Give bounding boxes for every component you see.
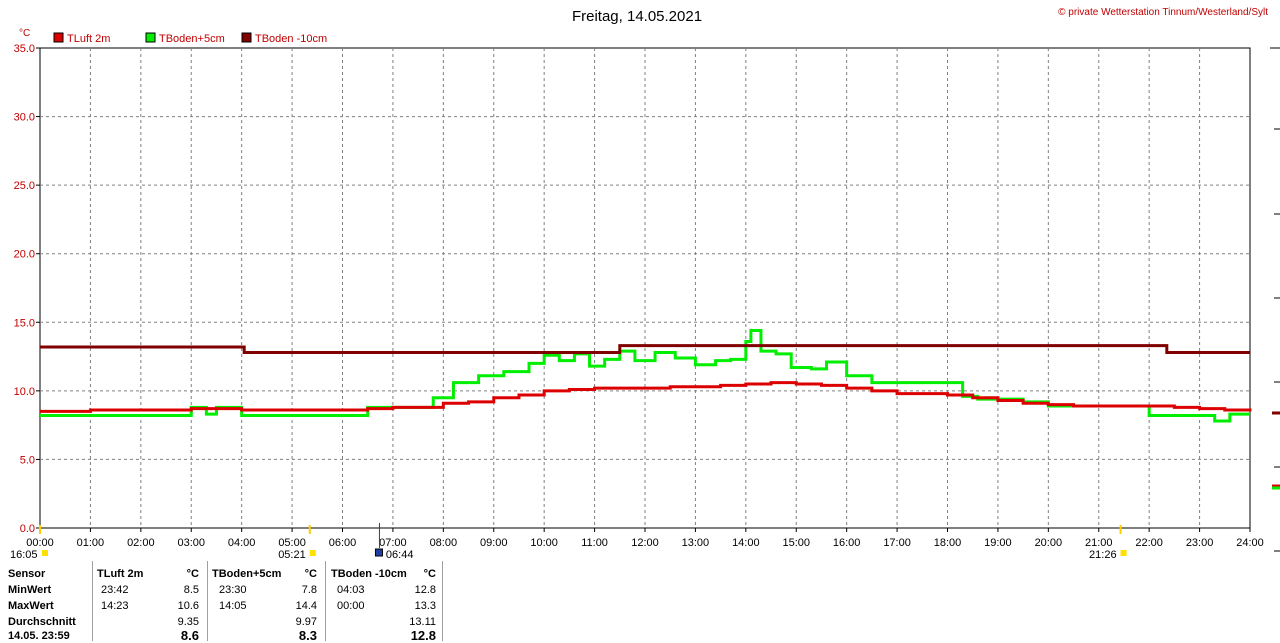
grid-lines (40, 48, 1250, 528)
sun-icon (309, 550, 316, 556)
y-tick-label: 15.0 (14, 317, 35, 329)
x-tick-label: 03:00 (177, 537, 205, 549)
x-tick-label: 02:00 (127, 537, 155, 549)
y-unit-label: °C (19, 28, 30, 39)
x-tick-label: 04:00 (228, 537, 256, 549)
y-axis: 0.0 5.0 10.0 15.0 20.0 25.0 30.0 35.0 (14, 43, 40, 535)
stats-time: 23:30 (219, 584, 247, 596)
stats-value: 9.35 (177, 616, 199, 628)
sun-event-time: 16:05 (10, 549, 38, 561)
x-tick-label: 15:00 (782, 537, 810, 549)
sun-icon (1120, 550, 1127, 556)
x-tick-label: 17:00 (883, 537, 911, 549)
x-tick-label: 09:00 (480, 537, 508, 549)
stats-time: 23:42 (101, 584, 129, 596)
right-mini-axis (1270, 47, 1280, 552)
stats-value: 10.6 (177, 600, 199, 612)
x-tick-label: 10:00 (530, 537, 558, 549)
sun-event-time: 06:44 (386, 549, 414, 561)
copyright-text: © private Wetterstation Tinnum/Westerlan… (1058, 7, 1268, 18)
temperature-chart: Freitag, 14.05.2021 © private Wetterstat… (10, 7, 1280, 561)
legend-label: TLuft 2m (67, 33, 110, 45)
sun-event-time: 21:26 (1089, 549, 1117, 561)
stats-header-tluft: TLuft 2m (97, 568, 144, 580)
x-tick-label: 23:00 (1186, 537, 1214, 549)
x-tick-label: 18:00 (934, 537, 962, 549)
stats-row-label: MinWert (8, 584, 52, 596)
x-tick-label: 00:00 (26, 537, 54, 549)
data-series (40, 329, 1252, 423)
stats-row-label: 14.05. 23:59 (8, 630, 70, 642)
stats-col-sensor: Sensor MinWert MaxWert Durchschnitt 14.0… (0, 561, 92, 642)
y-tick-label: 0.0 (20, 523, 35, 535)
stats-time: 14:23 (101, 600, 129, 612)
x-tick-label: 08:00 (430, 537, 458, 549)
x-tick-label: 01:00 (77, 537, 105, 549)
stats-row-label: MaxWert (8, 600, 54, 612)
stats-value: 9.97 (295, 616, 317, 628)
x-tick-label: 24:00 (1236, 537, 1264, 549)
stats-value: 14.4 (295, 600, 317, 612)
y-tick-label: 10.0 (14, 386, 35, 398)
x-tick-label: 13:00 (682, 537, 710, 549)
stats-header-sensor: Sensor (8, 568, 46, 580)
y-tick-label: 20.0 (14, 249, 35, 261)
legend-swatch (53, 32, 64, 43)
x-tick-label: 06:00 (329, 537, 357, 549)
stats-value: 13.3 (414, 600, 436, 612)
x-tick-label: 11:00 (581, 537, 608, 549)
legend-label: TBoden -10cm (255, 33, 327, 45)
chart-legend: TLuft 2m TBoden+5cm TBoden -10cm (53, 32, 327, 45)
y-tick-label: 30.0 (14, 112, 35, 124)
x-tick-label: 05:00 (278, 537, 306, 549)
stats-time: 14:05 (219, 600, 247, 612)
stats-time: 04:03 (337, 584, 365, 596)
series-line-0 (40, 381, 1252, 413)
sun-events: 16:05 05:21 06:44 21:26 (10, 523, 1127, 561)
stats-current-value: 12.8 (410, 628, 436, 643)
y-tick-label: 5.0 (20, 454, 35, 466)
stats-unit: °C (423, 568, 436, 580)
y-tick-label: 35.0 (14, 43, 35, 55)
x-tick-label: 16:00 (833, 537, 861, 549)
sun-icon (42, 550, 48, 556)
legend-label: TBoden+5cm (159, 33, 225, 45)
x-tick-label: 22:00 (1135, 537, 1163, 549)
x-axis: 00:00 01:00 02:00 03:00 04:00 05:00 06:00 07:00… (26, 528, 1264, 549)
stats-value: 12.8 (414, 584, 436, 596)
stats-row-label: Durchschnitt (8, 616, 76, 628)
y-tick-label: 25.0 (14, 180, 35, 192)
x-tick-label: 14:00 (732, 537, 760, 549)
stats-current-value: 8.6 (180, 628, 199, 643)
stats-col-tluft: TLuft 2m °C 23:42 8.5 14:23 10.6 9.35 8.… (92, 561, 207, 643)
stats-unit: °C (186, 568, 199, 580)
legend-swatch (241, 32, 252, 43)
stats-value: 13.11 (409, 616, 436, 628)
moon-icon (374, 548, 383, 557)
stats-unit: °C (304, 568, 317, 580)
x-tick-label: 21:00 (1085, 537, 1113, 549)
series-line-2 (40, 344, 1250, 354)
x-tick-label: 07:00 (379, 537, 407, 549)
x-tick-label: 19:00 (984, 537, 1012, 549)
stats-time: 00:00 (337, 600, 365, 612)
x-tick-label: 12:00 (631, 537, 659, 549)
stats-header-tb5: TBoden+5cm (212, 568, 282, 580)
legend-swatch (145, 32, 156, 43)
x-tick-label: 20:00 (1035, 537, 1063, 549)
chart-title: Freitag, 14.05.2021 (572, 8, 702, 25)
stats-value: 8.5 (183, 584, 199, 596)
stats-header-tb10: TBoden -10cm (331, 568, 407, 580)
stats-col-tb10: TBoden -10cm °C 04:03 12.8 00:00 13.3 13… (325, 561, 443, 643)
stats-col-tb5: TBoden+5cm °C 23:30 7.8 14:05 14.4 9.97 … (207, 561, 325, 643)
stats-value: 7.8 (301, 584, 317, 596)
sun-event-time: 05:21 (278, 549, 306, 561)
stats-current-value: 8.3 (298, 628, 317, 643)
